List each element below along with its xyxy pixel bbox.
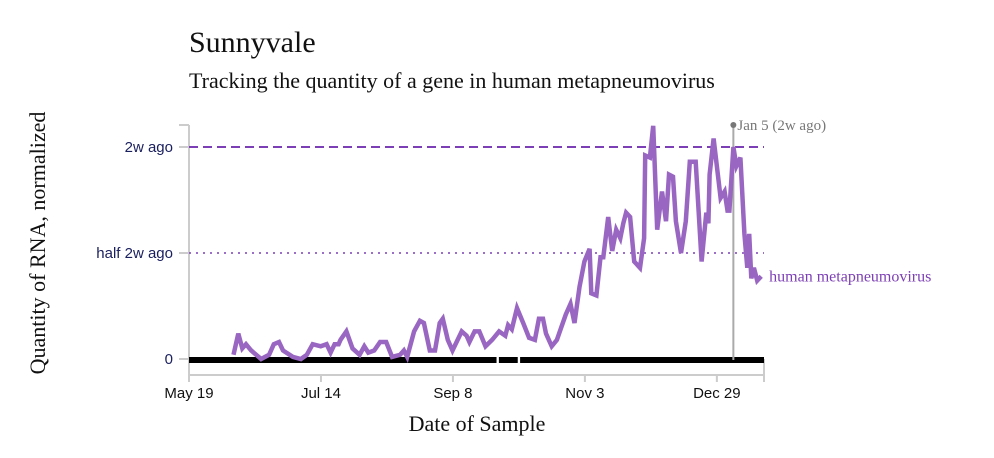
chart-subtitle: Tracking the quantity of a gene in human… [189, 68, 715, 93]
series-label: human metapneumovirus [769, 268, 931, 285]
y-axis-label: Quantity of RNA, normalized [25, 112, 50, 375]
x-axis-label: Date of Sample [409, 411, 546, 436]
x-tick-label: Jul 14 [301, 385, 341, 402]
date-marker-dot [730, 122, 737, 128]
y-tick-label: half 2w ago [96, 245, 173, 262]
y-tick-label: 0 [165, 351, 173, 368]
x-tick-label: Nov 3 [565, 385, 604, 402]
x-tick-label: May 19 [164, 385, 213, 402]
series-line [231, 125, 763, 364]
chart-title: Sunnyvale [189, 26, 316, 59]
y-tick-label: 2w ago [125, 139, 173, 156]
x-tick-label: Sep 8 [433, 385, 472, 402]
x-tick-label: Dec 29 [693, 385, 741, 402]
date-marker-label: Jan 5 (2w ago) [737, 118, 826, 134]
